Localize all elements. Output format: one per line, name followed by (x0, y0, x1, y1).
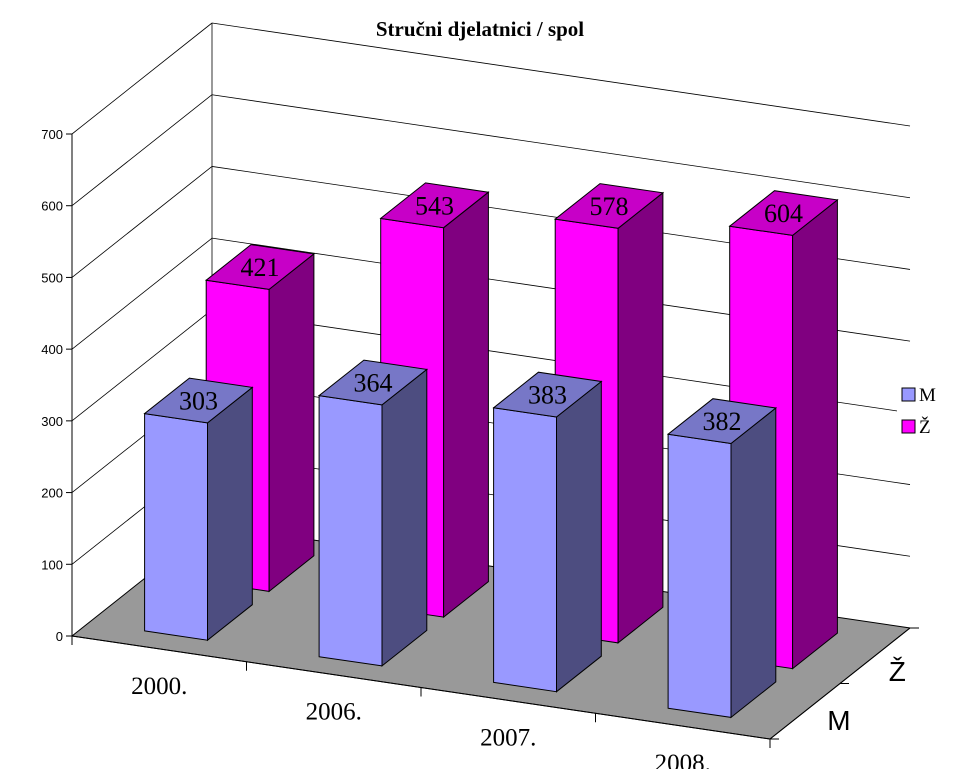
legend-label: Ž (919, 416, 931, 438)
gridline-back (211, 94, 911, 199)
bar-front-face (318, 395, 383, 667)
bar-front-face (493, 407, 557, 693)
bar-top-face (204, 244, 316, 290)
bar-side-face (617, 191, 664, 644)
y-tick-label: 600 (41, 199, 63, 214)
bar-side-face (443, 191, 489, 619)
legend: MŽ (897, 378, 949, 444)
bar-side-face (207, 386, 253, 642)
y-tick-label: 0 (56, 629, 63, 644)
bar-side-face (268, 252, 315, 593)
x-axis: 2000. 2006. 2007. 2008. (71, 635, 771, 769)
bar-M-2006.: 364 (317, 359, 429, 667)
bar-top-face (143, 377, 254, 424)
gridline-side (71, 22, 213, 135)
bar-top-face (492, 371, 603, 418)
data-label: 543 (415, 191, 454, 220)
data-label: 382 (702, 407, 741, 436)
depth-axis: MŽ (769, 627, 919, 740)
bar-M-2007.: 383 (492, 371, 603, 693)
gridline-side (71, 166, 213, 278)
y-tick-label: 200 (41, 486, 63, 501)
data-label: 383 (528, 381, 567, 410)
legend-swatch (901, 419, 916, 434)
data-label: 364 (353, 369, 392, 398)
data-label: 421 (241, 253, 280, 282)
depth-tick-label: M (827, 705, 850, 736)
bar-M-2000.: 303 (143, 377, 254, 642)
bar-top-face (666, 398, 778, 445)
x-tick-label: 2000. (131, 673, 187, 700)
y-axis: 0 100 200 300 400 500 600 700 (41, 127, 73, 644)
y-tick-label: 400 (41, 342, 63, 357)
x-tick-label: 2007. (480, 724, 536, 751)
bar-front-face (144, 413, 208, 641)
bar-top-face (728, 190, 839, 236)
gridline-side (71, 94, 213, 207)
y-tick-label: 300 (41, 414, 63, 429)
gridline-back (211, 22, 911, 127)
bars: 421 543 578 604 303 364 383 382 (143, 182, 839, 719)
y-tick-label: 700 (41, 127, 63, 142)
bar-front-face (667, 433, 732, 718)
gridline-side (71, 309, 213, 422)
bar-side-face (792, 198, 838, 670)
depth-tick-label: Ž (889, 656, 906, 687)
legend-label: M (919, 385, 936, 406)
data-label: 578 (590, 192, 629, 221)
x-tick-label: 2006. (306, 699, 362, 726)
y-tick-label: 500 (41, 270, 63, 285)
bar-side-face (381, 368, 428, 667)
gridline-side (71, 237, 213, 350)
bar-M-2008.: 382 (666, 398, 778, 719)
y-tick-label: 100 (41, 557, 63, 572)
legend-swatch (901, 387, 916, 402)
data-label: 303 (179, 387, 218, 416)
chart-title: Stručni djelatnici / spol (376, 17, 584, 41)
x-tick-label: 2008. (655, 750, 711, 769)
data-label: 604 (764, 199, 803, 228)
bar-top-face (317, 359, 429, 406)
bar-side-face (556, 380, 602, 693)
bar-top-face (379, 182, 490, 229)
bar-side-face (730, 406, 777, 719)
bar-top-face (553, 183, 665, 229)
